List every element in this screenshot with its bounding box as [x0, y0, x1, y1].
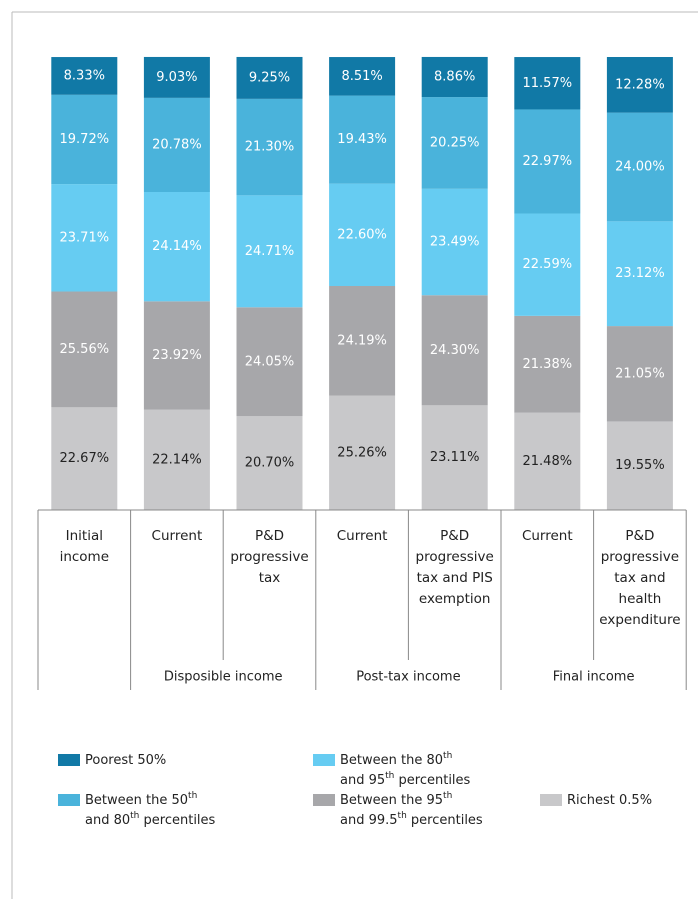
value-label: 21.38% [523, 357, 573, 372]
legend-label: Richest 0.5% [567, 793, 652, 808]
value-label: 21.30% [245, 140, 295, 155]
bar-segment [236, 195, 303, 308]
legend-label: Poorest 50% [85, 753, 166, 768]
x-tick-label: P&D progressive tax and PIS exemption [415, 528, 494, 607]
value-label: 20.25% [430, 135, 480, 150]
value-label: 23.71% [60, 230, 110, 245]
bar-segment [51, 407, 118, 510]
bar-segment [514, 315, 581, 413]
bar-segment [51, 94, 118, 185]
x-tick-label: P&D progressive tax and health expenditu… [599, 528, 681, 628]
value-label: 24.71% [245, 244, 295, 259]
bar-segment [421, 97, 488, 189]
value-label: 22.67% [60, 451, 110, 466]
bar-segment [606, 421, 673, 510]
bar-segment [514, 109, 581, 214]
bar-segment [143, 191, 210, 302]
value-label: 24.19% [337, 333, 387, 348]
bar-segment [421, 405, 488, 510]
value-label: 19.43% [337, 132, 387, 147]
bar-segment [606, 326, 673, 422]
bar-segment [51, 57, 118, 95]
legend-label: Between the 95th and 99.5th percentiles [340, 791, 483, 828]
legend-swatch [58, 794, 80, 806]
x-tick-label: Current [151, 528, 203, 544]
value-label: 12.28% [615, 77, 665, 92]
bar-segment [514, 213, 581, 316]
value-label: 9.25% [249, 70, 290, 85]
value-label: 25.56% [60, 342, 110, 357]
bar-segment [606, 112, 673, 222]
bar-segment [51, 184, 118, 292]
value-label: 24.00% [615, 159, 665, 174]
bar-segment [606, 221, 673, 327]
value-label: 23.49% [430, 235, 480, 250]
value-label: 25.26% [337, 445, 387, 460]
bar-segment [329, 395, 396, 510]
x-tick-label: Initial income [59, 528, 110, 565]
value-label: 24.30% [430, 343, 480, 358]
bar-segment [329, 95, 396, 184]
value-label: 19.55% [615, 458, 665, 473]
bar-segment [421, 295, 488, 406]
value-label: 20.78% [152, 137, 202, 152]
legend-swatch [313, 794, 335, 806]
legend-swatch [540, 794, 562, 806]
value-label: 11.57% [523, 76, 573, 91]
value-label: 21.48% [523, 454, 573, 469]
legend-label: Between the 50th and 80th percentiles [85, 791, 216, 828]
bar-segment [236, 98, 303, 196]
value-label: 8.86% [434, 70, 475, 85]
value-label: 8.51% [341, 69, 382, 84]
value-label: 21.05% [615, 366, 665, 381]
bar-segment [236, 416, 303, 510]
value-label: 23.12% [615, 266, 665, 281]
bar-segment [143, 97, 210, 192]
bar-segment [421, 56, 488, 98]
bar-segment [236, 307, 303, 417]
bar-segment [236, 56, 303, 99]
value-label: 8.33% [64, 68, 105, 83]
value-label: 20.70% [245, 456, 295, 471]
value-label: 23.92% [152, 348, 202, 363]
bar-segment [143, 56, 210, 98]
value-label: 24.14% [152, 239, 202, 254]
bar-segment [514, 412, 581, 510]
bar-segment [421, 188, 488, 296]
bar-segment [606, 57, 673, 113]
bar-segment [143, 409, 210, 510]
value-label: 22.59% [523, 257, 573, 272]
x-tick-label: Current [336, 528, 388, 544]
group-label: Final income [553, 670, 635, 685]
legend-label: Between the 80th and 95th percentiles [340, 751, 471, 788]
value-label: 9.03% [156, 70, 197, 85]
legend-swatch [58, 754, 80, 766]
value-label: 22.14% [152, 452, 202, 467]
bar-segment [329, 57, 396, 96]
value-label: 22.97% [523, 154, 573, 169]
bar-segment [329, 285, 396, 396]
value-label: 19.72% [60, 132, 110, 147]
legend-swatch [313, 754, 335, 766]
group-label: Disposible income [164, 670, 283, 685]
value-label: 23.11% [430, 450, 480, 465]
value-label: 24.05% [245, 354, 295, 369]
bar-segment [51, 291, 118, 408]
value-label: 22.60% [337, 227, 387, 242]
x-tick-label: P&D progressive tax [230, 528, 309, 586]
bar-segment [143, 301, 210, 410]
bar-segment [514, 57, 581, 110]
group-label: Post-tax income [356, 670, 460, 685]
bar-segment [329, 183, 396, 286]
x-tick-label: Current [521, 528, 573, 544]
